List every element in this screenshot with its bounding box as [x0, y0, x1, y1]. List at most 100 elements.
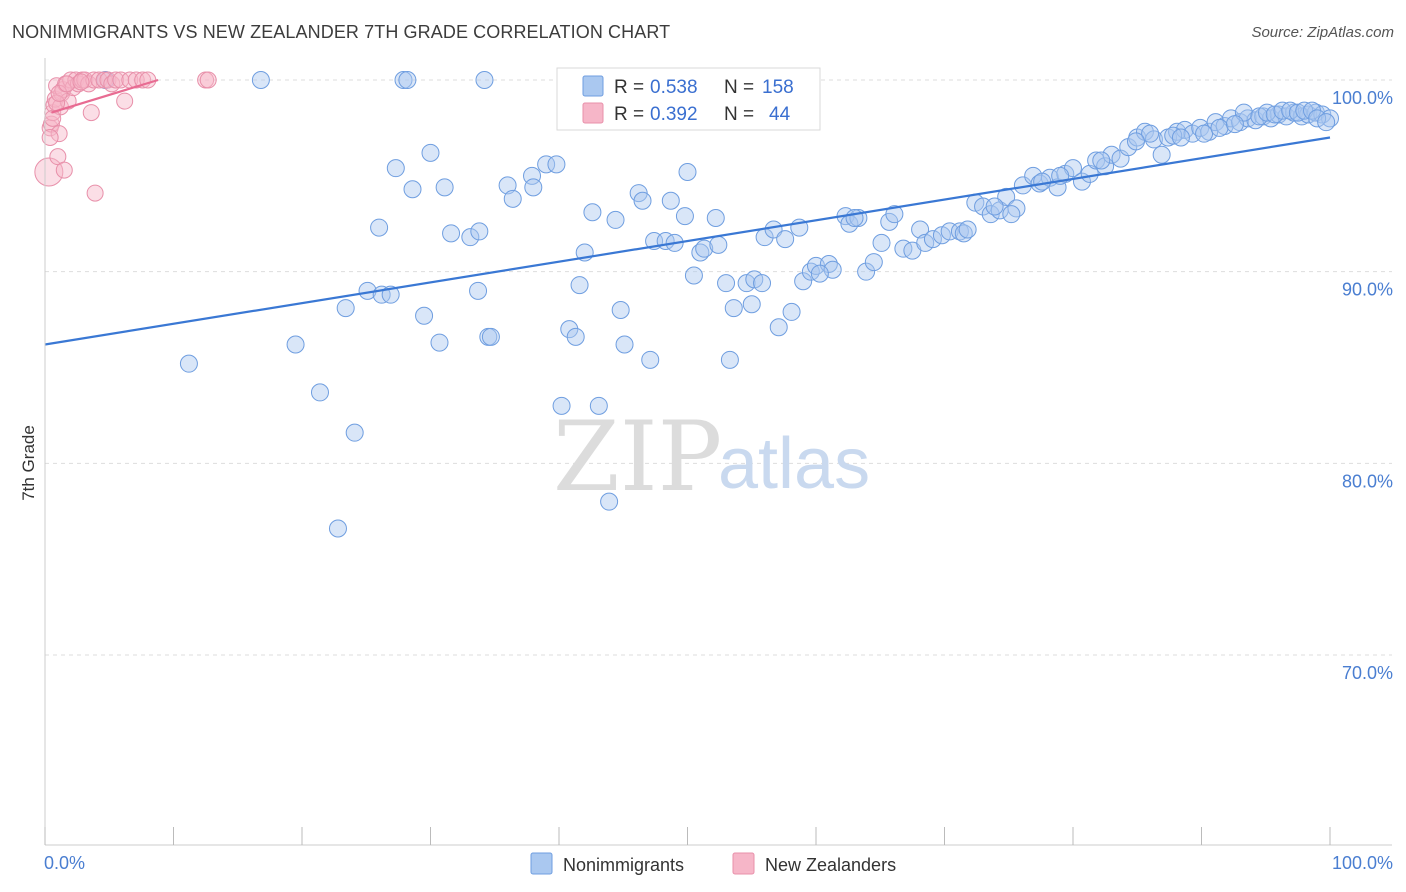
nonimmigrants-point	[336, 299, 355, 318]
watermark-atlas: atlas	[718, 424, 870, 504]
nonimmigrants-point	[911, 220, 930, 239]
y-axis-title: 7th Grade	[19, 425, 38, 501]
bottom-legend-new-zealanders: New Zealanders	[765, 855, 896, 875]
nonimmigrants-point	[547, 155, 566, 174]
new-zealanders-trendline	[51, 78, 159, 114]
nonimmigrants-point	[985, 197, 1004, 216]
nonimmigrants-point	[415, 306, 434, 325]
nonimmigrants-point	[345, 423, 364, 442]
nonimmigrants-point	[611, 301, 630, 319]
watermark-zip: ZIP	[553, 401, 722, 513]
nonimmigrants-point	[706, 209, 725, 227]
nonimmigrants-point	[442, 224, 461, 243]
nonimmigrants-point	[560, 320, 579, 339]
nonimmigrants-point	[566, 327, 585, 346]
legend-r-value-2: 0.392	[650, 104, 698, 125]
nonimmigrants-point	[641, 350, 660, 369]
nonimmigrants-point	[1317, 113, 1336, 132]
new-zealanders-point	[34, 157, 64, 187]
legend-n-label-2: N =	[724, 104, 754, 125]
legend-n-value-1: 158	[762, 77, 794, 98]
nonimmigrants-point	[695, 239, 714, 258]
x-tick-labels: 0.0% 100.0%	[44, 853, 1393, 873]
bottom-legend-swatch-new-zealanders	[732, 852, 755, 875]
new-zealanders-point	[86, 184, 104, 202]
new-zealanders-point	[50, 125, 68, 143]
nonimmigrants-point	[403, 180, 422, 199]
nonimmigrants-point	[1033, 172, 1052, 191]
nonimmigrants-point	[940, 222, 959, 241]
legend-swatch-new-zealanders	[582, 102, 604, 124]
legend-r-label-2: R =	[614, 104, 644, 125]
nonimmigrants-point	[1092, 151, 1111, 170]
nonimmigrants-point	[872, 233, 891, 252]
nonimmigrants-point	[475, 71, 494, 89]
new-zealanders-point	[58, 75, 76, 93]
nonimmigrants-point	[421, 143, 440, 162]
legend-n-value-2: 44	[769, 104, 791, 125]
chart-title: NONIMMIGRANTS VS NEW ZEALANDER 7TH GRADE…	[12, 22, 671, 42]
y-tick-label-1: 90.0%	[1342, 280, 1393, 300]
y-tick-label-3: 70.0%	[1342, 663, 1393, 683]
x-tick-label-0: 0.0%	[44, 853, 85, 873]
nonimmigrants-point	[503, 189, 522, 208]
nonimmigrants-points	[96, 71, 1339, 538]
nonimmigrants-point	[394, 71, 413, 89]
new-zealanders-point	[85, 71, 103, 89]
nonimmigrants-point	[1152, 145, 1171, 164]
legend: R = 0.538 N = 158 R = 0.392 N = 44	[556, 67, 821, 131]
new-zealanders-points	[34, 71, 217, 202]
new-zealanders-point	[199, 71, 217, 89]
nonimmigrants-point	[717, 274, 736, 293]
nonimmigrants-point	[923, 230, 942, 249]
nonimmigrants-point	[1273, 101, 1292, 120]
nonimmigrants-point	[498, 176, 517, 195]
nonimmigrants-point	[470, 222, 489, 241]
nonimmigrants-point	[958, 220, 977, 239]
nonimmigrants-point	[1281, 101, 1300, 120]
nonimmigrants-point	[583, 203, 602, 222]
nonimmigrants-point	[1126, 132, 1145, 151]
nonimmigrants-point	[1141, 124, 1160, 143]
nonimmigrants-point	[286, 335, 305, 354]
nonimmigrants-point	[600, 492, 619, 511]
nonimmigrants-point	[724, 299, 743, 318]
nonimmigrants-point	[1007, 199, 1026, 218]
axes	[44, 58, 1392, 846]
nonimmigrants-point	[782, 302, 801, 321]
nonimmigrants-point	[769, 318, 788, 337]
nonimmigrants-point	[435, 178, 454, 197]
new-zealanders-point	[116, 92, 134, 110]
nonimmigrants-point	[552, 396, 571, 415]
new-zealanders-point	[55, 161, 73, 179]
legend-n-label-1: N =	[724, 77, 754, 98]
new-zealanders-point	[72, 73, 90, 91]
nonimmigrants-point	[179, 354, 198, 373]
trendlines	[44, 78, 1331, 346]
nonimmigrants-point	[523, 166, 542, 185]
chart-source: Source: ZipAtlas.com	[1251, 24, 1394, 41]
bottom-legend: Nonimmigrants New Zealanders	[530, 852, 896, 875]
nonimmigrants-point	[481, 327, 500, 346]
nonimmigrants-point	[398, 71, 417, 89]
new-zealanders-point	[41, 129, 59, 146]
nonimmigrants-point	[386, 159, 405, 178]
nonimmigrants-point	[885, 205, 904, 224]
legend-r-label-1: R =	[614, 77, 644, 98]
y-tick-labels: 100.0% 90.0% 80.0% 70.0%	[1332, 88, 1393, 683]
nonimmigrants-point	[1288, 103, 1307, 122]
nonimmigrants-point	[251, 71, 270, 89]
nonimmigrants-point	[469, 281, 488, 300]
nonimmigrants-point	[615, 335, 634, 354]
nonimmigrants-point	[1164, 126, 1183, 145]
nonimmigrants-point	[794, 272, 813, 291]
nonimmigrants-point	[661, 191, 680, 210]
nonimmigrants-point	[1210, 118, 1229, 137]
nonimmigrants-point	[1258, 103, 1277, 122]
x-tick-label-1: 100.0%	[1332, 853, 1393, 873]
nonimmigrants-point	[801, 262, 820, 281]
nonimmigrants-point	[753, 274, 772, 293]
nonimmigrants-point	[537, 155, 556, 174]
nonimmigrants-point	[633, 191, 652, 210]
